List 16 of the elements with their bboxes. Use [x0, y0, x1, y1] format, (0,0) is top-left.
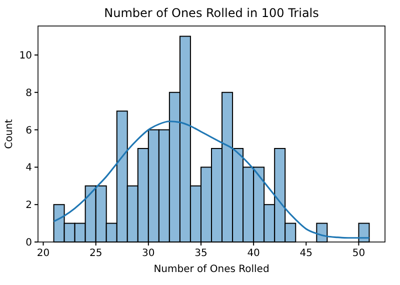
y-tick-label: 2: [26, 200, 32, 212]
y-tick-label: 4: [26, 162, 32, 174]
x-axis-title: Number of Ones Rolled: [154, 264, 270, 275]
chart-title: Number of Ones Rolled in 100 Trials: [104, 6, 319, 20]
x-tick-label: 45: [300, 248, 313, 259]
y-tick-label: 0: [26, 238, 32, 248]
y-tick-label: 8: [26, 88, 32, 99]
y-tick-label: 10: [19, 50, 32, 62]
x-tick-label: 35: [194, 248, 208, 259]
x-tick-label: 20: [36, 248, 50, 259]
x-tick-label: 25: [89, 248, 102, 259]
x-tick-label: 40: [247, 248, 260, 259]
y-axis-title: Count: [4, 119, 15, 149]
y-tick-label: 6: [26, 125, 32, 136]
x-tick-label: 30: [142, 248, 155, 259]
x-tick-label: 50: [352, 248, 366, 259]
